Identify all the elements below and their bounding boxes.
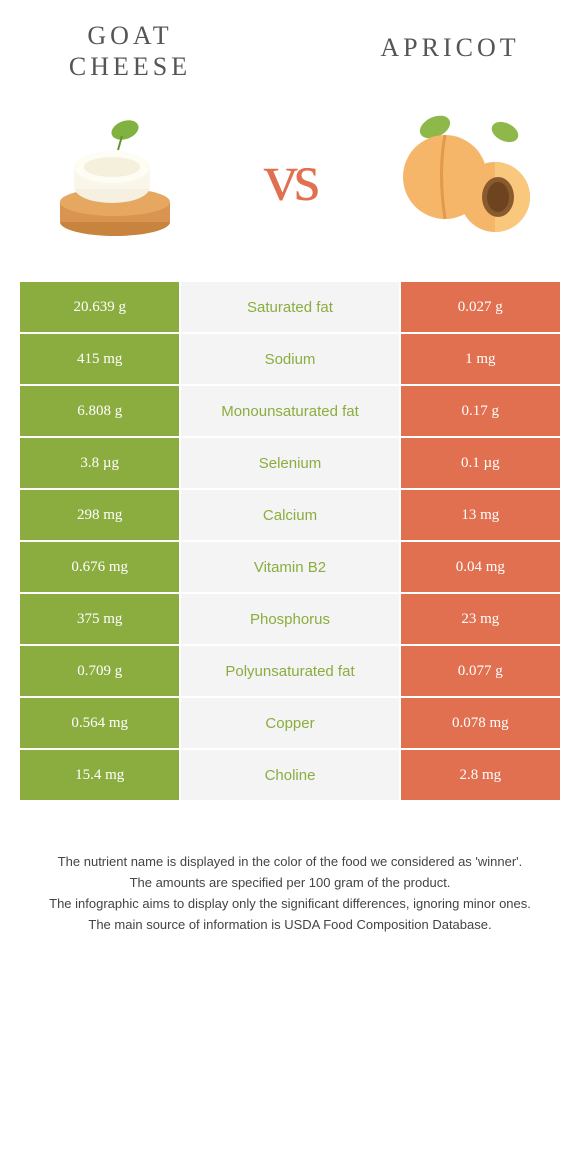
right-value: 13 mg (401, 490, 560, 540)
table-row: 0.709 gPolyunsaturated fat0.077 g (20, 646, 560, 696)
right-value: 0.04 mg (401, 542, 560, 592)
left-value: 415 mg (20, 334, 179, 384)
right-value: 0.027 g (401, 282, 560, 332)
footer-line-3: The infographic aims to display only the… (40, 894, 540, 915)
left-value: 0.709 g (20, 646, 179, 696)
nutrient-label: Vitamin B2 (181, 542, 398, 592)
images-row: vs (0, 82, 580, 282)
right-value: 2.8 mg (401, 750, 560, 800)
left-value: 0.564 mg (20, 698, 179, 748)
right-value: 0.17 g (401, 386, 560, 436)
nutrient-label: Calcium (181, 490, 398, 540)
nutrient-table: 20.639 gSaturated fat0.027 g415 mgSodium… (20, 282, 560, 802)
goat-cheese-image (40, 102, 190, 252)
footer-line-4: The main source of information is USDA F… (40, 915, 540, 936)
right-value: 0.1 µg (401, 438, 560, 488)
nutrient-label: Selenium (181, 438, 398, 488)
right-value: 1 mg (401, 334, 560, 384)
nutrient-label: Choline (181, 750, 398, 800)
table-row: 20.639 gSaturated fat0.027 g (20, 282, 560, 332)
table-row: 298 mgCalcium13 mg (20, 490, 560, 540)
footer-notes: The nutrient name is displayed in the co… (40, 852, 540, 935)
footer-line-1: The nutrient name is displayed in the co… (40, 852, 540, 873)
table-row: 0.676 mgVitamin B20.04 mg (20, 542, 560, 592)
table-row: 415 mgSodium1 mg (20, 334, 560, 384)
apricot-image (390, 102, 540, 252)
table-row: 3.8 µgSelenium0.1 µg (20, 438, 560, 488)
vs-text: vs (264, 138, 316, 217)
cheese-icon (40, 102, 190, 252)
left-food-title: GOAT CHEESE (40, 20, 220, 82)
right-value: 0.078 mg (401, 698, 560, 748)
left-value: 15.4 mg (20, 750, 179, 800)
right-food-title: APRICOT (360, 32, 540, 63)
nutrient-label: Saturated fat (181, 282, 398, 332)
nutrient-label: Phosphorus (181, 594, 398, 644)
right-value: 0.077 g (401, 646, 560, 696)
table-row: 0.564 mgCopper0.078 mg (20, 698, 560, 748)
left-value: 0.676 mg (20, 542, 179, 592)
table-row: 375 mgPhosphorus23 mg (20, 594, 560, 644)
apricot-icon (390, 102, 540, 252)
left-value: 20.639 g (20, 282, 179, 332)
table-row: 15.4 mgCholine2.8 mg (20, 750, 560, 800)
nutrient-label: Polyunsaturated fat (181, 646, 398, 696)
left-value: 298 mg (20, 490, 179, 540)
right-value: 23 mg (401, 594, 560, 644)
left-value: 3.8 µg (20, 438, 179, 488)
footer-line-2: The amounts are specified per 100 gram o… (40, 873, 540, 894)
nutrient-label: Copper (181, 698, 398, 748)
nutrient-label: Sodium (181, 334, 398, 384)
header: GOAT CHEESE APRICOT (0, 0, 580, 82)
nutrient-label: Monounsaturated fat (181, 386, 398, 436)
left-value: 375 mg (20, 594, 179, 644)
left-value: 6.808 g (20, 386, 179, 436)
table-row: 6.808 gMonounsaturated fat0.17 g (20, 386, 560, 436)
